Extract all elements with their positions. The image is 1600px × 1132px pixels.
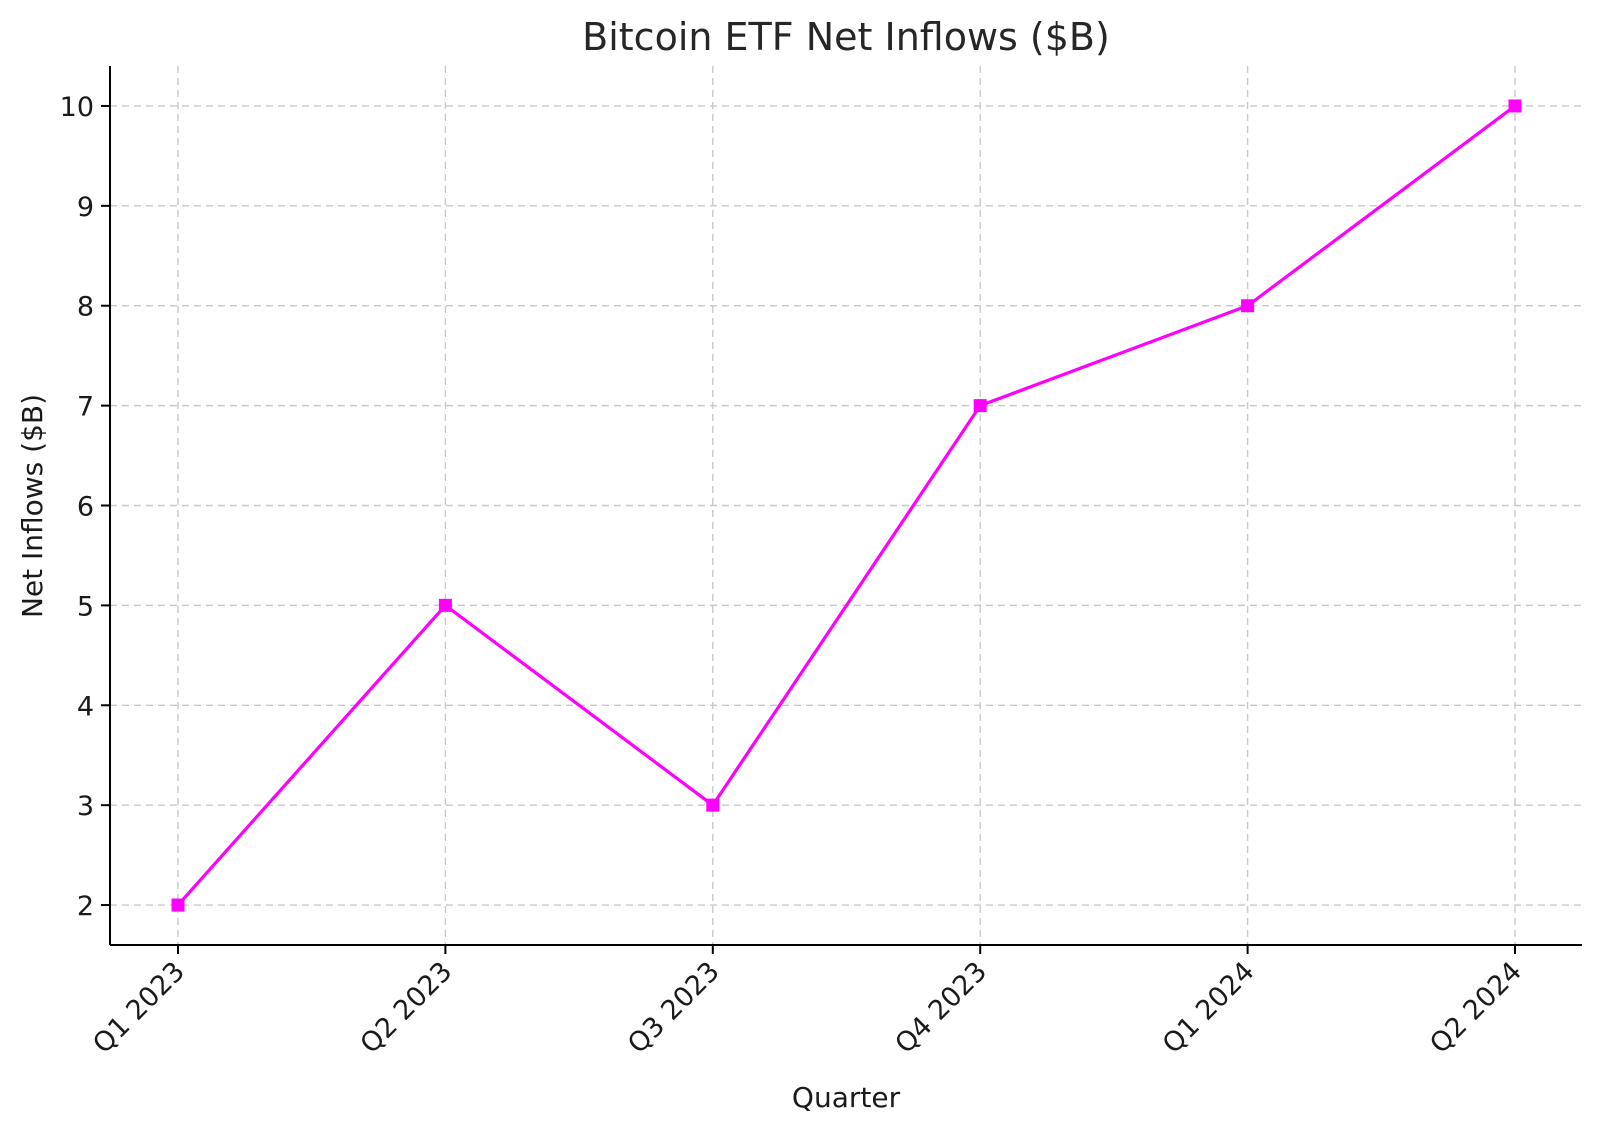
data-point-marker [1508, 99, 1522, 113]
x-axis-label: Quarter [792, 1081, 901, 1114]
x-tick-label: Q2 2023 [355, 956, 459, 1060]
y-tick-label: 10 [60, 92, 94, 123]
chart-title: Bitcoin ETF Net Inflows ($B) [582, 15, 1110, 59]
data-point-marker [1241, 299, 1255, 313]
data-point-marker [706, 798, 720, 812]
y-tick-label: 2 [77, 891, 94, 922]
grid-layer [110, 66, 1582, 945]
y-tick-label: 7 [77, 392, 94, 423]
x-tick-label: Q4 2023 [889, 956, 993, 1060]
x-tick-label: Q1 2023 [87, 956, 191, 1060]
y-axis-label: Net Inflows ($B) [16, 394, 49, 618]
y-tick-label: 9 [77, 192, 94, 223]
series-line [176, 104, 1516, 907]
y-tick-label: 3 [77, 791, 94, 822]
y-tick-label: 5 [77, 591, 94, 622]
y-tick-label: 6 [77, 492, 94, 523]
data-point-marker [171, 898, 185, 912]
x-tick-label: Q2 2024 [1424, 956, 1528, 1060]
series-layer [171, 99, 1522, 912]
x-tick-label: Q1 2024 [1157, 956, 1261, 1060]
data-point-marker [438, 598, 452, 612]
y-tick-label: 8 [77, 292, 94, 323]
y-tick-label: 4 [77, 691, 94, 722]
data-point-marker [973, 399, 987, 413]
x-tick-label: Q3 2023 [622, 956, 726, 1060]
ticks-layer: 2 3 4 5 6 7 8 9 10 Q1 2023 Q2 2023 Q3 2023 Q4 2023 Q1… [60, 92, 1528, 1060]
